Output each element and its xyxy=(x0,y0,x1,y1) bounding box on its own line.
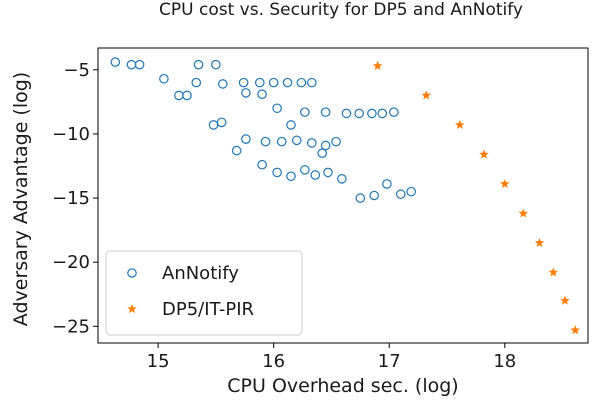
annotify-point xyxy=(395,189,406,200)
annotify-point xyxy=(331,136,341,147)
legend-box xyxy=(105,250,303,336)
x-tick-label: 18 xyxy=(493,351,516,372)
annotify-point xyxy=(367,108,377,119)
annotify-point xyxy=(254,77,265,88)
annotify-point xyxy=(211,59,221,70)
axes: 15 16 17 18 −5 −10 −15 −20 −25 xyxy=(52,47,589,372)
legend-circle-marker xyxy=(127,268,137,278)
legend-label: DP5/IT-PIR xyxy=(162,299,254,320)
dp5-point xyxy=(500,178,510,188)
annotify-point xyxy=(296,77,307,88)
x-axis-label: CPU Overhead sec. (log) xyxy=(227,375,458,397)
dp5-point xyxy=(534,237,545,247)
x-tick-label: 16 xyxy=(262,351,285,372)
dp5-point xyxy=(518,208,529,218)
annotify-point xyxy=(291,135,302,146)
data-marks xyxy=(110,57,581,335)
annotify-point xyxy=(110,57,121,67)
annotify-point xyxy=(300,107,310,117)
annotify-point xyxy=(272,103,282,114)
annotify-point xyxy=(300,165,310,175)
x-tick-label: 17 xyxy=(378,351,401,372)
annotify-point xyxy=(320,140,331,151)
annotify-point xyxy=(241,134,251,144)
annotify-point xyxy=(238,77,249,88)
annotify-point xyxy=(306,138,317,148)
annotify-point xyxy=(159,73,169,84)
annotify-point xyxy=(286,120,296,130)
legend: AnNotify DP5/IT-PIR xyxy=(105,250,303,336)
annotify-point xyxy=(208,120,219,130)
annotify-point xyxy=(310,170,321,180)
annotify-point xyxy=(369,190,380,201)
y-axis-label: Adversary Advantage (log) xyxy=(10,72,32,326)
dp5-point xyxy=(454,119,465,129)
legend-label: AnNotify xyxy=(162,263,239,284)
annotify-point xyxy=(317,148,327,158)
y-tick-label: −10 xyxy=(52,124,90,145)
annotify-point xyxy=(182,90,192,101)
annotify-point xyxy=(272,167,282,178)
annotify-point xyxy=(355,193,366,203)
dp5-point xyxy=(372,60,383,70)
annotify-point xyxy=(382,179,392,189)
annotify-point xyxy=(286,171,296,182)
dp5-point xyxy=(548,267,559,277)
chart-title: CPU cost vs. Security for DP5 and AnNoti… xyxy=(159,0,523,20)
annotify-point xyxy=(389,107,399,117)
annotify-point xyxy=(320,107,331,117)
annotify-point xyxy=(216,117,227,128)
annotify-point xyxy=(268,77,279,88)
annotify-point xyxy=(257,159,267,170)
dp5-point xyxy=(421,90,431,100)
annotify-point xyxy=(354,108,364,119)
annotify-point xyxy=(193,59,204,70)
annotify-point xyxy=(191,77,202,88)
annotify-point xyxy=(306,77,317,88)
annotify-point xyxy=(134,59,145,70)
annotify-point xyxy=(126,59,137,70)
annotify-point xyxy=(174,90,184,101)
annotify-point xyxy=(231,145,242,156)
annotify-point xyxy=(337,174,347,184)
plot-frame xyxy=(97,47,589,344)
annotify-point xyxy=(282,77,293,88)
y-tick-label: −5 xyxy=(63,60,90,81)
dp5-point xyxy=(479,149,489,159)
annotify-point xyxy=(276,136,287,147)
dp5-point xyxy=(560,295,570,305)
y-tick-label: −15 xyxy=(52,188,90,209)
annotify-point xyxy=(218,79,228,89)
annotify-point xyxy=(257,89,267,99)
annotify-point xyxy=(341,108,352,119)
annotify-point xyxy=(260,136,271,147)
annotify-point xyxy=(406,186,416,197)
x-tick-label: 15 xyxy=(147,351,170,372)
y-tick-label: −25 xyxy=(52,316,90,337)
legend-star-marker xyxy=(127,304,137,314)
annotify-point xyxy=(377,108,388,119)
y-tick-label: −20 xyxy=(52,252,90,273)
annotify-point xyxy=(241,88,251,98)
dp5-point xyxy=(570,325,581,335)
annotify-point xyxy=(323,167,333,178)
